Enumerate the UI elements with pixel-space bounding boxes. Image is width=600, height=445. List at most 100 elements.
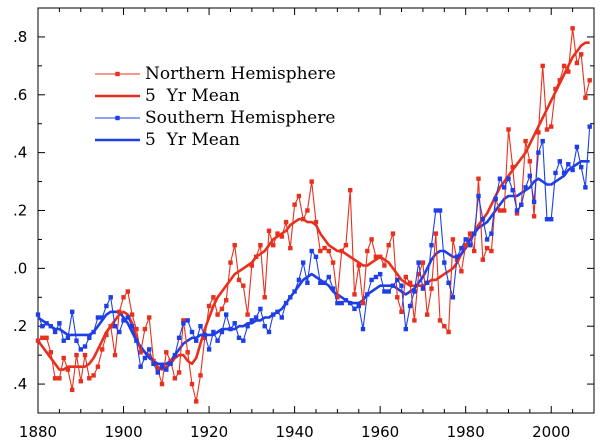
data-point: [292, 289, 297, 294]
data-point: [258, 243, 263, 248]
data-point: [442, 324, 447, 329]
data-point: [125, 289, 130, 294]
data-point: [373, 274, 379, 280]
data-point: [489, 231, 494, 236]
data-point: [52, 329, 58, 335]
data-point: [446, 280, 451, 285]
data-point: [313, 254, 319, 259]
data-point: [181, 321, 186, 326]
data-point: [78, 379, 83, 384]
data-point: [301, 260, 306, 265]
data-point: [241, 338, 246, 343]
legend-item: 5 Yr Mean: [95, 86, 240, 106]
data-point: [104, 332, 109, 338]
data-point: [583, 95, 588, 100]
data-point: [339, 300, 344, 306]
data-point: [236, 277, 242, 283]
data-point: [510, 188, 515, 193]
data-point: [211, 329, 216, 335]
data-point: [271, 243, 276, 248]
data-point: [390, 283, 396, 288]
data-point: [87, 376, 92, 381]
data-point: [335, 300, 340, 306]
data-point: [228, 326, 233, 332]
x-axis-tick-labels: 1880 1900 1920 1940 1960 1980 2000: [19, 423, 570, 441]
data-point: [61, 355, 66, 361]
data-point: [189, 329, 195, 335]
data-point: [450, 295, 456, 300]
data-point: [52, 376, 58, 381]
data-point: [301, 217, 306, 222]
data-point: [108, 324, 113, 329]
data-point: [561, 170, 567, 176]
data-point: [100, 347, 105, 352]
data-point: [48, 324, 53, 329]
data-point: [121, 318, 126, 323]
data-point: [369, 237, 374, 242]
data-point: [147, 347, 152, 352]
data-point: [514, 211, 520, 216]
data-point: [275, 309, 280, 314]
data-point: [151, 358, 156, 364]
data-point: [219, 306, 225, 312]
data-point: [305, 208, 310, 213]
data-point: [78, 347, 83, 352]
data-point: [420, 286, 426, 291]
series-line: [37, 27, 591, 402]
data-point: [91, 373, 96, 378]
data-point: [527, 159, 532, 164]
data-point: [407, 303, 413, 309]
data-point: [121, 295, 126, 300]
data-point: [369, 277, 374, 283]
data-point: [454, 254, 460, 259]
data-point: [176, 370, 182, 375]
data-point: [249, 318, 254, 323]
data-point: [95, 364, 101, 369]
data-point: [399, 309, 404, 314]
y-tick-label: .8: [13, 28, 27, 46]
legend-swatch-marker: [115, 115, 120, 121]
data-point: [215, 312, 220, 317]
data-point: [540, 63, 545, 69]
data-point: [395, 277, 400, 283]
data-point: [382, 263, 387, 268]
data-point: [403, 326, 408, 332]
data-point: [356, 263, 361, 268]
data-point: [514, 208, 520, 213]
data-point: [288, 295, 293, 300]
data-point: [305, 280, 310, 285]
data-point: [502, 185, 507, 190]
data-point: [142, 355, 148, 361]
data-point: [82, 344, 88, 349]
data-point: [288, 245, 293, 251]
data-point: [211, 295, 216, 300]
data-point: [544, 127, 550, 132]
data-point: [168, 358, 173, 364]
data-point: [531, 214, 537, 219]
data-point: [108, 295, 113, 300]
data-point: [557, 159, 562, 164]
data-point: [579, 52, 584, 57]
series-0: [35, 26, 592, 404]
axis-ticks: [37, 7, 595, 414]
data-point: [198, 373, 203, 378]
data-point: [382, 289, 387, 294]
legend-item: Northern Hemisphere: [95, 64, 336, 84]
data-point: [356, 303, 361, 309]
data-point: [70, 387, 75, 393]
data-point: [318, 248, 323, 254]
data-point: [489, 248, 494, 254]
data-point: [279, 315, 284, 320]
data-point: [425, 312, 430, 317]
data-point: [164, 350, 169, 355]
data-point: [519, 202, 524, 207]
data-point: [467, 243, 473, 248]
data-point: [540, 138, 545, 144]
data-point: [172, 352, 178, 358]
data-point: [253, 315, 259, 320]
data-point: [429, 286, 434, 291]
data-point: [365, 292, 370, 297]
data-point: [587, 78, 592, 83]
data-point: [343, 243, 349, 248]
